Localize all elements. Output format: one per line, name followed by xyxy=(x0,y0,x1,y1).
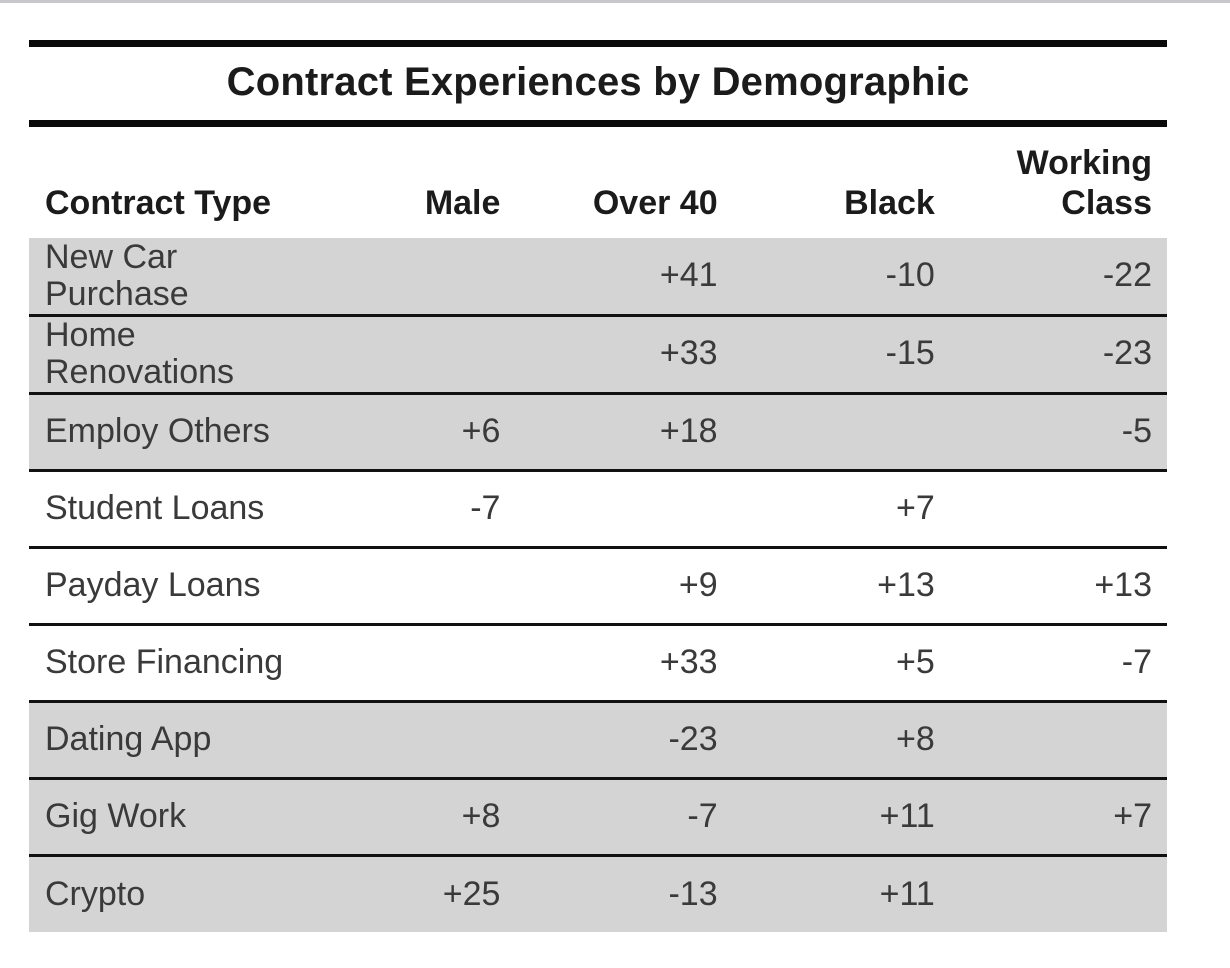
cell-male: -7 xyxy=(298,468,516,547)
table-body: New Car Purchase +41 -10 -22 Home Renova… xyxy=(29,238,1167,932)
cell-over-40 xyxy=(515,468,733,547)
cell-male xyxy=(298,622,516,701)
table-title-band: Contract Experiences by Demographic xyxy=(29,40,1167,127)
table-row: Gig Work +8 -7 +11 +7 xyxy=(29,776,1167,855)
cell-working-class xyxy=(949,853,1167,932)
cell-over-40: +9 xyxy=(515,545,733,624)
cell-black: +11 xyxy=(732,853,950,932)
column-header-over-40: Over 40 xyxy=(592,184,718,223)
table-row: Store Financing +33 +5 -7 xyxy=(29,622,1167,701)
column-header-male: Male xyxy=(424,184,501,223)
cell-male xyxy=(298,699,516,778)
cell-male: +8 xyxy=(298,776,516,855)
column-header-contract-type: Contract Type xyxy=(45,184,272,223)
row-label: New Car Purchase xyxy=(45,237,189,313)
cell-working-class xyxy=(949,468,1167,547)
column-header-black: Black xyxy=(844,184,935,223)
cell-working-class: -5 xyxy=(949,391,1167,470)
cell-black: +8 xyxy=(732,699,950,778)
row-label: Gig Work xyxy=(29,776,299,855)
table-row: Dating App -23 +8 xyxy=(29,699,1167,778)
cell-male xyxy=(298,238,515,315)
cell-black: +11 xyxy=(732,776,950,855)
row-label: Payday Loans xyxy=(29,545,299,624)
cell-black: -15 xyxy=(732,313,950,393)
cell-over-40: +18 xyxy=(515,391,733,470)
cell-male xyxy=(298,313,516,393)
table-row: Student Loans -7 +7 xyxy=(29,468,1167,547)
cell-male: +25 xyxy=(298,853,516,932)
cell-over-40: -7 xyxy=(515,776,733,855)
cell-black: +13 xyxy=(732,545,950,624)
cell-black: -10 xyxy=(885,256,935,295)
demographic-table: Contract Experiences by Demographic Cont… xyxy=(29,40,1167,932)
table-row: Payday Loans +9 +13 +13 xyxy=(29,545,1167,624)
cell-male: +6 xyxy=(298,391,516,470)
cell-working-class: +7 xyxy=(949,776,1167,855)
cell-black: +5 xyxy=(732,622,950,701)
cell-working-class: +13 xyxy=(949,545,1167,624)
table-header: Contract Type Male Over 40 Black Working… xyxy=(29,127,1167,238)
cell-working-class xyxy=(949,699,1167,778)
cell-working-class: -22 xyxy=(1102,256,1152,295)
header-row: Contract Type Male Over 40 Black Working… xyxy=(29,127,1167,238)
table-row: New Car Purchase +41 -10 -22 xyxy=(29,237,1167,316)
cell-over-40: +33 xyxy=(515,313,733,393)
cell-over-40: +33 xyxy=(515,622,733,701)
table-row: Home Renovations +33 -15 -23 xyxy=(29,313,1167,393)
row-label: Store Financing xyxy=(29,622,299,701)
cell-over-40: +41 xyxy=(659,256,718,295)
cell-working-class: -23 xyxy=(949,313,1167,393)
row-label: Dating App xyxy=(29,699,299,778)
data-table: Contract Type Male Over 40 Black Working… xyxy=(29,127,1167,932)
cell-working-class: -7 xyxy=(949,622,1167,701)
row-label: Student Loans xyxy=(29,468,299,547)
cell-over-40: -13 xyxy=(515,853,733,932)
table-title: Contract Experiences by Demographic xyxy=(226,60,970,104)
cell-black: +7 xyxy=(732,468,950,547)
cell-black xyxy=(732,391,950,470)
cell-male xyxy=(298,545,516,624)
top-divider xyxy=(0,0,1230,3)
table-row: Crypto +25 -13 +11 xyxy=(29,853,1167,932)
row-label: Crypto xyxy=(29,853,299,932)
row-label: Employ Others xyxy=(29,391,299,470)
table-row: Employ Others +6 +18 -5 xyxy=(29,391,1167,470)
column-header-working-class-label: Working Class xyxy=(1016,144,1152,223)
row-label: Home Renovations xyxy=(29,313,299,393)
column-header-working-class: Working Class xyxy=(950,127,1167,238)
cell-over-40: -23 xyxy=(515,699,733,778)
